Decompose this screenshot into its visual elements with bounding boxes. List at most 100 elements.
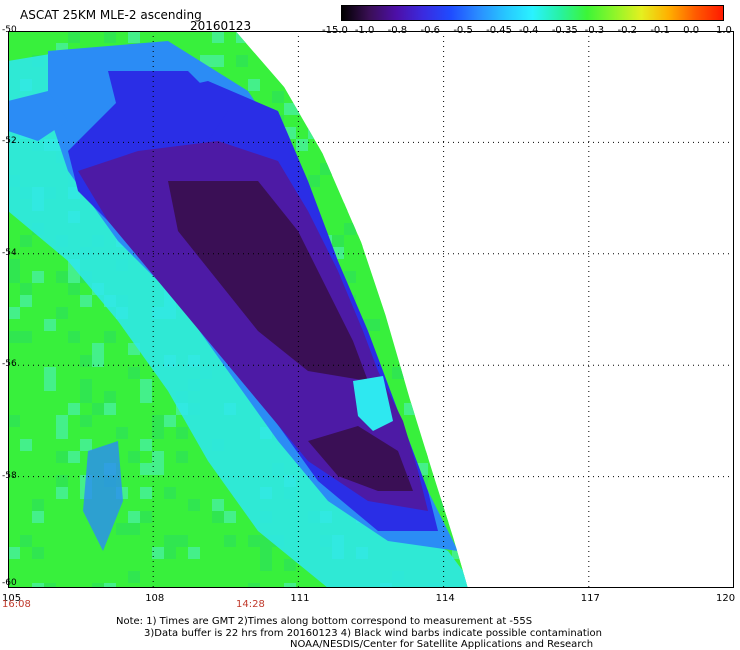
texture-cell [464, 331, 468, 343]
texture-cell [152, 31, 164, 43]
x-tick-label: 111 [290, 593, 310, 604]
product-date: 20160123 [190, 19, 252, 33]
texture-cell [404, 295, 416, 307]
texture-cell [296, 103, 308, 115]
texture-cell [20, 439, 32, 451]
x-tick-label: 114 [435, 593, 455, 604]
texture-cell [44, 499, 56, 511]
texture-cell [440, 211, 452, 223]
texture-cell [428, 79, 440, 91]
texture-cell [476, 451, 488, 463]
texture-cell [56, 427, 68, 439]
cyan-patch-lower [83, 441, 123, 551]
texture-cell [356, 235, 368, 247]
texture-cell [428, 259, 440, 271]
texture-cell [212, 55, 224, 67]
texture-cell [68, 271, 80, 283]
texture-cell [284, 583, 296, 588]
texture-cell [464, 139, 468, 151]
texture-cell [164, 415, 176, 427]
texture-cell [308, 31, 320, 43]
texture-cell [416, 211, 428, 223]
texture-cell [464, 367, 468, 379]
texture-cell [284, 559, 296, 571]
texture-cell [476, 295, 488, 307]
texture-cell [320, 91, 332, 103]
texture-cell [392, 223, 404, 235]
texture-cell [56, 475, 68, 487]
texture-cell [68, 331, 80, 343]
texture-cell [464, 439, 468, 451]
texture-cell [44, 319, 56, 331]
colorbar-label: -0.3 [584, 25, 605, 36]
x-tick-label: 120 [716, 593, 736, 604]
texture-cell [392, 367, 404, 379]
texture-cell [476, 163, 488, 175]
texture-cell [392, 103, 404, 115]
texture-cell [92, 355, 104, 367]
texture-cell [68, 283, 80, 295]
texture-cell [140, 31, 152, 43]
texture-cell [344, 187, 356, 199]
texture-cell [368, 247, 380, 259]
texture-cell [284, 571, 296, 583]
texture-cell [176, 535, 188, 547]
texture-cell [152, 487, 164, 499]
texture-cell [260, 559, 272, 571]
texture-cell [452, 319, 464, 331]
texture-cell [272, 55, 284, 67]
texture-cell [152, 571, 164, 583]
texture-cell [140, 547, 152, 559]
texture-cell [20, 463, 32, 475]
texture-cell [20, 535, 32, 547]
texture-cell [224, 511, 236, 523]
texture-cell [440, 259, 452, 271]
texture-cell [20, 367, 32, 379]
texture-cell [428, 43, 440, 55]
texture-cell [320, 211, 332, 223]
y-tick-label: -54 [2, 247, 17, 258]
texture-cell [452, 31, 464, 43]
texture-cell [428, 343, 440, 355]
time-label: 14:28 [236, 599, 265, 610]
texture-cell [56, 415, 68, 427]
texture-cell [452, 379, 464, 391]
colorbar-label: -0.5 [453, 25, 473, 36]
texture-cell [80, 583, 92, 588]
texture-cell [140, 475, 152, 487]
x-tick-label: 117 [580, 593, 600, 604]
blue-patch-upper [108, 71, 228, 141]
texture-cell [80, 295, 92, 307]
texture-cell [320, 31, 332, 43]
texture-cell [452, 187, 464, 199]
colorbar-label: -0.4 [519, 25, 539, 36]
texture-cell [344, 271, 356, 283]
texture-cell [32, 403, 44, 415]
texture-cell [344, 139, 356, 151]
texture-cell [32, 295, 44, 307]
texture-cell [440, 439, 452, 451]
texture-cell [344, 151, 356, 163]
note-line-3: NOAA/NESDIS/Center for Satellite Applica… [290, 639, 594, 650]
plot-frame [8, 31, 734, 588]
x-tick-label: 105 [2, 593, 22, 604]
texture-cell [56, 271, 68, 283]
texture-cell [8, 427, 20, 439]
texture-cell [68, 31, 80, 43]
texture-cell [452, 115, 464, 127]
colorbar-label: -0.2 [617, 25, 638, 36]
colorbar-label: -15.0 [322, 25, 348, 36]
texture-cell [428, 319, 440, 331]
texture-cell [32, 391, 44, 403]
texture-cell [92, 559, 104, 571]
texture-cell [248, 535, 260, 547]
texture-cell [8, 547, 20, 559]
texture-cell [164, 487, 176, 499]
texture-cell [8, 307, 20, 319]
texture-cell [32, 331, 44, 343]
texture-cell [404, 367, 416, 379]
texture-cell [116, 547, 128, 559]
texture-cell [428, 139, 440, 151]
texture-cell [44, 379, 56, 391]
texture-cell [188, 559, 200, 571]
